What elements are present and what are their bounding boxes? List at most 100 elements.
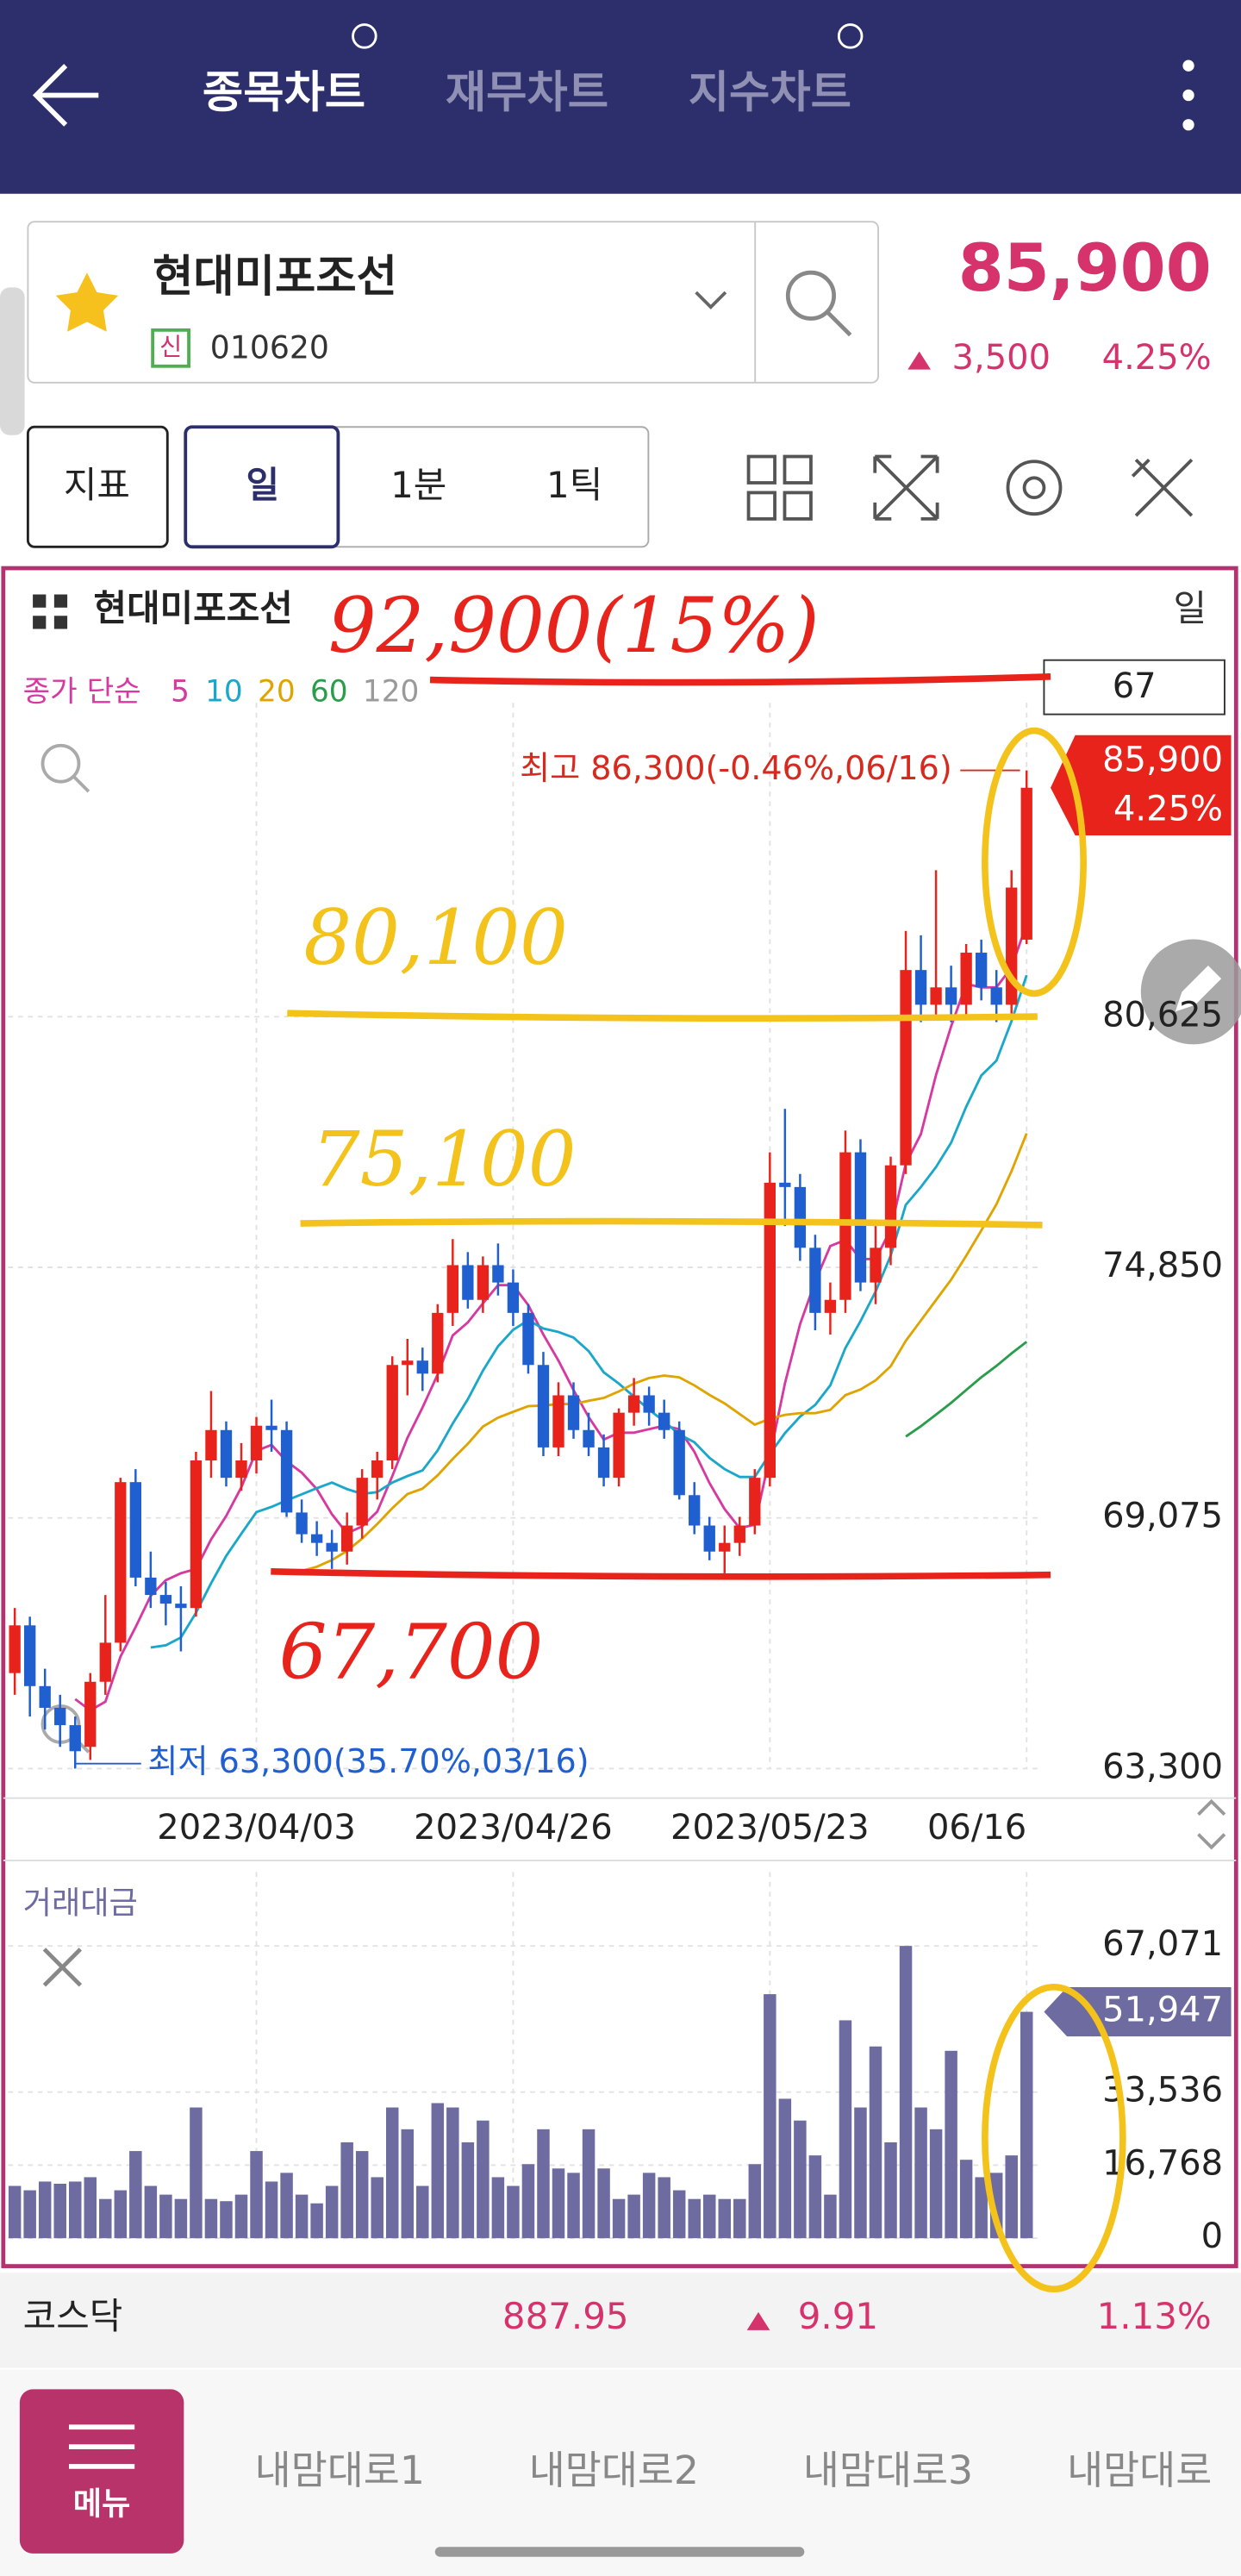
collapse-icon[interactable] — [33, 594, 68, 629]
volume-bar — [869, 2046, 882, 2239]
period[interactable]: 1틱 — [546, 464, 602, 506]
volume-bar — [401, 2129, 414, 2239]
candle-body — [900, 970, 912, 1166]
candle-body — [341, 1525, 353, 1552]
tools-icon[interactable] — [1131, 458, 1194, 517]
search-button[interactable] — [785, 270, 852, 337]
period[interactable]: 1분 — [390, 464, 446, 506]
menu-button[interactable] — [19, 2389, 184, 2554]
layout-icon[interactable] — [746, 454, 813, 521]
period-selected[interactable] — [184, 425, 340, 549]
volume-bar — [69, 2181, 82, 2239]
stock-box[interactable] — [27, 221, 879, 384]
volume-bar — [280, 2173, 293, 2239]
volume-bar — [431, 2103, 445, 2239]
candle-body — [326, 1542, 338, 1552]
y-tick-label: 69,075 — [1102, 1497, 1223, 1536]
volume-bar — [899, 1946, 913, 2239]
more-menu[interactable] — [1182, 59, 1194, 131]
candle-body — [643, 1395, 655, 1413]
up-triangle — [907, 351, 931, 370]
x-tick-label: 2023/05/23 — [670, 1808, 870, 1848]
candle-body — [159, 1595, 172, 1604]
side-handle[interactable] — [0, 287, 25, 435]
candle-body — [205, 1429, 217, 1461]
candle-body — [446, 1265, 458, 1313]
candle-body — [764, 1182, 776, 1479]
volume-bar — [718, 2198, 731, 2239]
candle-body — [175, 1604, 187, 1609]
y-tick-label: 63,300 — [1102, 1747, 1223, 1786]
volume-bar — [582, 2129, 596, 2239]
candle-body — [976, 953, 988, 988]
market-change-pct: 1.13% — [1097, 2295, 1212, 2337]
candle-body — [884, 1165, 897, 1248]
nav-tab[interactable]: 내맘대로1 — [255, 2448, 425, 2493]
ma-legend: 5 — [171, 674, 190, 709]
volume-bar — [733, 2198, 746, 2239]
hand-annotation: 92,900(15%) — [328, 582, 820, 670]
candle-body — [779, 1182, 791, 1187]
candle-body — [537, 1365, 550, 1447]
candle-body — [220, 1429, 233, 1479]
candle-body — [9, 1625, 21, 1673]
volume-bar — [340, 2141, 353, 2239]
volume-bar — [521, 2164, 535, 2239]
nav-tab[interactable]: 내맘대로2 — [529, 2448, 699, 2493]
home-indicator — [434, 2547, 805, 2557]
candle-body — [402, 1360, 414, 1366]
candle-body — [356, 1478, 368, 1526]
badge: 신 — [159, 332, 182, 361]
candle-body — [854, 1152, 867, 1283]
volume-bar — [477, 2120, 490, 2239]
tab[interactable]: 종목차트 — [203, 66, 365, 118]
close-volume[interactable] — [42, 1948, 83, 1987]
nav-tab[interactable]: 내맘대로 — [1067, 2448, 1212, 2493]
candle-body — [567, 1395, 580, 1430]
candle-body — [39, 1685, 51, 1708]
tab[interactable]: 재무차트 — [446, 66, 608, 118]
candle-body — [824, 1299, 837, 1313]
candle-body — [960, 953, 972, 1005]
volume-bar — [567, 2173, 580, 2239]
volume-bar — [839, 2020, 852, 2239]
tab[interactable]: 지수차트 — [689, 66, 851, 118]
candle-body — [462, 1265, 474, 1300]
candle-body — [990, 987, 1002, 1005]
candle-body — [1020, 787, 1032, 940]
zoom-in[interactable] — [41, 743, 90, 793]
market-value: 887.95 — [502, 2295, 629, 2337]
indicator-button[interactable] — [26, 425, 169, 548]
volume-bar — [446, 2107, 459, 2239]
volume-bar — [204, 2198, 218, 2239]
back-button[interactable] — [32, 64, 99, 127]
candle-body — [673, 1429, 685, 1496]
volume-bar — [174, 2198, 188, 2239]
tab-icon — [352, 23, 377, 49]
count-box — [1043, 659, 1225, 716]
scroll-icon[interactable] — [1197, 1798, 1226, 1850]
price-change-pct: 4.25% — [1102, 338, 1212, 378]
period[interactable]: 일 — [246, 464, 279, 506]
volume-bar — [416, 2185, 429, 2239]
nav-tab[interactable]: 내맘대로3 — [803, 2448, 973, 2493]
favorite-star[interactable] — [55, 272, 119, 332]
volume-bar — [658, 2177, 670, 2239]
candle-body — [583, 1429, 595, 1447]
candle-body — [310, 1534, 323, 1543]
volume-bar — [38, 2181, 52, 2239]
up-triangle — [746, 2311, 770, 2330]
chart-period: 일 — [1173, 587, 1207, 629]
volume-bar — [159, 2194, 172, 2239]
candle-body — [794, 1186, 807, 1248]
hand-line — [271, 1568, 1051, 1580]
volume-bar — [929, 2129, 943, 2239]
dropdown[interactable] — [695, 291, 727, 309]
candle-body — [265, 1425, 278, 1430]
expand-icon[interactable] — [873, 454, 939, 521]
settings-icon[interactable] — [1006, 460, 1063, 516]
volume-bar — [310, 2203, 323, 2239]
price-tag-label: 85,900 — [1102, 740, 1223, 779]
volume-bar — [325, 2185, 339, 2239]
